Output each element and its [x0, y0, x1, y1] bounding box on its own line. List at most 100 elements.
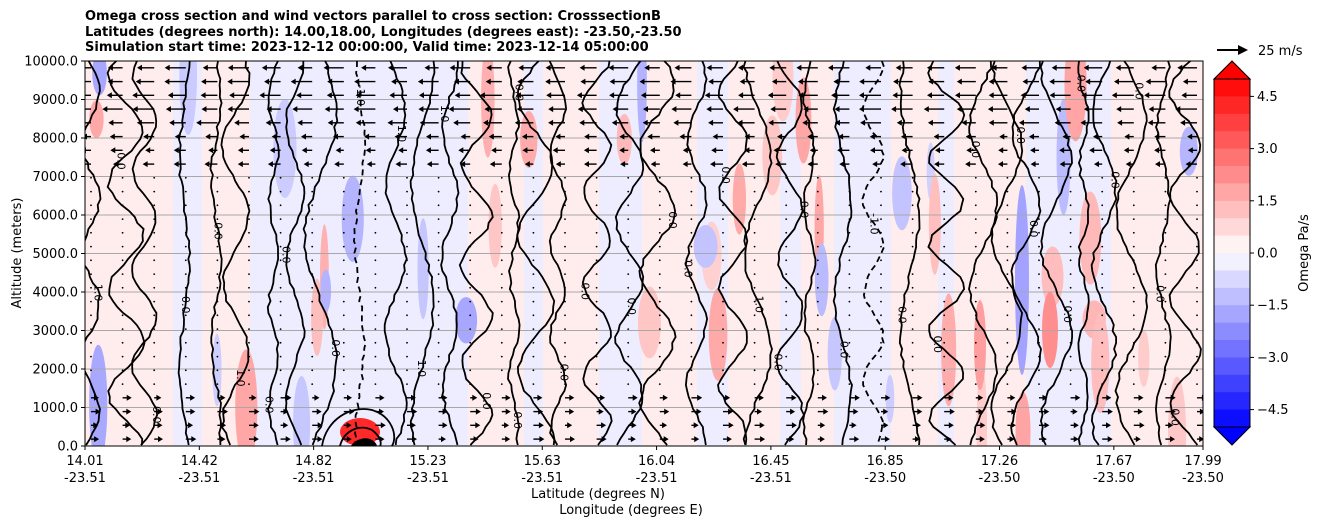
wind-vector	[174, 133, 186, 140]
wind-vector	[259, 92, 281, 99]
wind-vector	[816, 190, 819, 193]
wind-vector	[644, 64, 660, 71]
x-tick-label-lon: -23.51	[407, 471, 449, 486]
wind-vector	[217, 408, 228, 415]
wind-vector	[374, 245, 377, 248]
wind-vector	[564, 286, 566, 289]
contour-label: 0.0	[513, 84, 526, 102]
wind-vector	[817, 394, 827, 401]
wind-vector	[880, 383, 882, 385]
wind-vector	[121, 273, 124, 275]
wind-vector	[122, 408, 132, 415]
wind-vector	[564, 314, 566, 317]
svg-text:0.0: 0.0	[263, 396, 276, 414]
contour-line	[775, 61, 806, 446]
wind-vector	[1006, 300, 1009, 303]
wind-vector	[786, 408, 796, 415]
wind-vector	[437, 369, 440, 372]
wind-vector	[1006, 341, 1009, 344]
wind-vector	[292, 106, 313, 113]
omega-cell	[941, 293, 957, 407]
contour-line	[1168, 61, 1202, 446]
wind-vector	[974, 218, 977, 221]
wind-vector	[1059, 147, 1071, 154]
wind-vector	[327, 78, 344, 85]
contour-label: 0.0	[558, 364, 571, 382]
wind-vector	[744, 147, 755, 154]
wind-vector	[248, 273, 250, 275]
wind-vector	[532, 204, 535, 207]
wind-vector	[1081, 92, 1103, 99]
wind-vector	[564, 273, 566, 275]
wind-vector	[91, 408, 101, 415]
wind-vector	[132, 92, 155, 99]
wind-vector	[437, 355, 440, 358]
wind-vector	[816, 383, 819, 385]
wind-vector	[90, 273, 92, 275]
wind-vector	[90, 190, 92, 193]
wind-vector	[216, 245, 219, 248]
contour-line	[383, 61, 408, 446]
wind-vector	[154, 436, 163, 443]
x-axis: 14.01 -23.51 14.42 -23.51 14.82 -23.51 15.23 -2…	[64, 446, 1224, 486]
wind-vector	[753, 245, 756, 248]
wind-vector	[943, 341, 946, 344]
colorbar-tick-label: 4.5	[1257, 90, 1278, 105]
wind-vector	[454, 92, 471, 99]
svg-text:0.0: 0.0	[969, 141, 982, 159]
wind-vector	[786, 394, 797, 401]
wind-vector	[1102, 422, 1111, 429]
contour-label: 0.0	[1153, 285, 1166, 303]
colorbar-segment	[1214, 131, 1250, 150]
wind-vector	[965, 133, 976, 140]
wind-vector	[911, 355, 914, 358]
wind-vector	[1180, 119, 1197, 126]
wind-vector	[991, 64, 1008, 71]
wind-vector	[1070, 394, 1081, 401]
wind-vector	[1049, 92, 1071, 99]
wind-vector	[279, 259, 282, 262]
wind-vector	[1185, 161, 1197, 168]
wind-vector	[1054, 119, 1071, 126]
wind-vector	[248, 369, 250, 372]
wind-vector	[708, 78, 723, 85]
wind-vector	[880, 190, 882, 193]
wind-vector	[1132, 259, 1135, 262]
wind-vector	[837, 147, 850, 154]
wind-vector	[374, 231, 377, 234]
wind-vector	[437, 273, 440, 275]
wind-vector	[532, 218, 535, 221]
wind-vector	[153, 314, 156, 317]
wind-vector	[1196, 259, 1198, 262]
wind-vector	[185, 422, 194, 429]
wind-vector	[706, 64, 723, 71]
wind-vector	[500, 245, 503, 248]
svg-text:0.0: 0.0	[666, 211, 679, 229]
wind-vector	[424, 64, 439, 71]
wind-vector	[785, 300, 788, 303]
wind-vector	[564, 369, 566, 372]
wind-vector	[880, 259, 882, 262]
wind-vector	[500, 190, 503, 193]
wind-vector	[1039, 436, 1047, 443]
x-tick-label-lat: 16.04	[638, 454, 675, 469]
contour-line	[339, 426, 382, 446]
wind-vector	[1069, 176, 1072, 179]
contour-label: 0.0	[179, 296, 192, 314]
wind-vector	[943, 245, 946, 248]
wind-vector	[343, 436, 352, 443]
wind-vector	[564, 300, 566, 303]
wind-vector	[1006, 383, 1009, 385]
wind-vector	[184, 231, 187, 234]
wind-vector	[659, 394, 668, 401]
omega-cell	[1091, 313, 1110, 414]
wind-vector	[690, 231, 693, 234]
wind-vector	[533, 394, 543, 401]
wind-vector	[975, 394, 984, 401]
wind-vector	[785, 190, 788, 193]
wind-vector	[374, 369, 377, 372]
wind-vector	[848, 218, 851, 221]
wind-vector	[579, 119, 597, 126]
wind-vector	[121, 314, 124, 317]
wind-vector	[374, 259, 377, 262]
